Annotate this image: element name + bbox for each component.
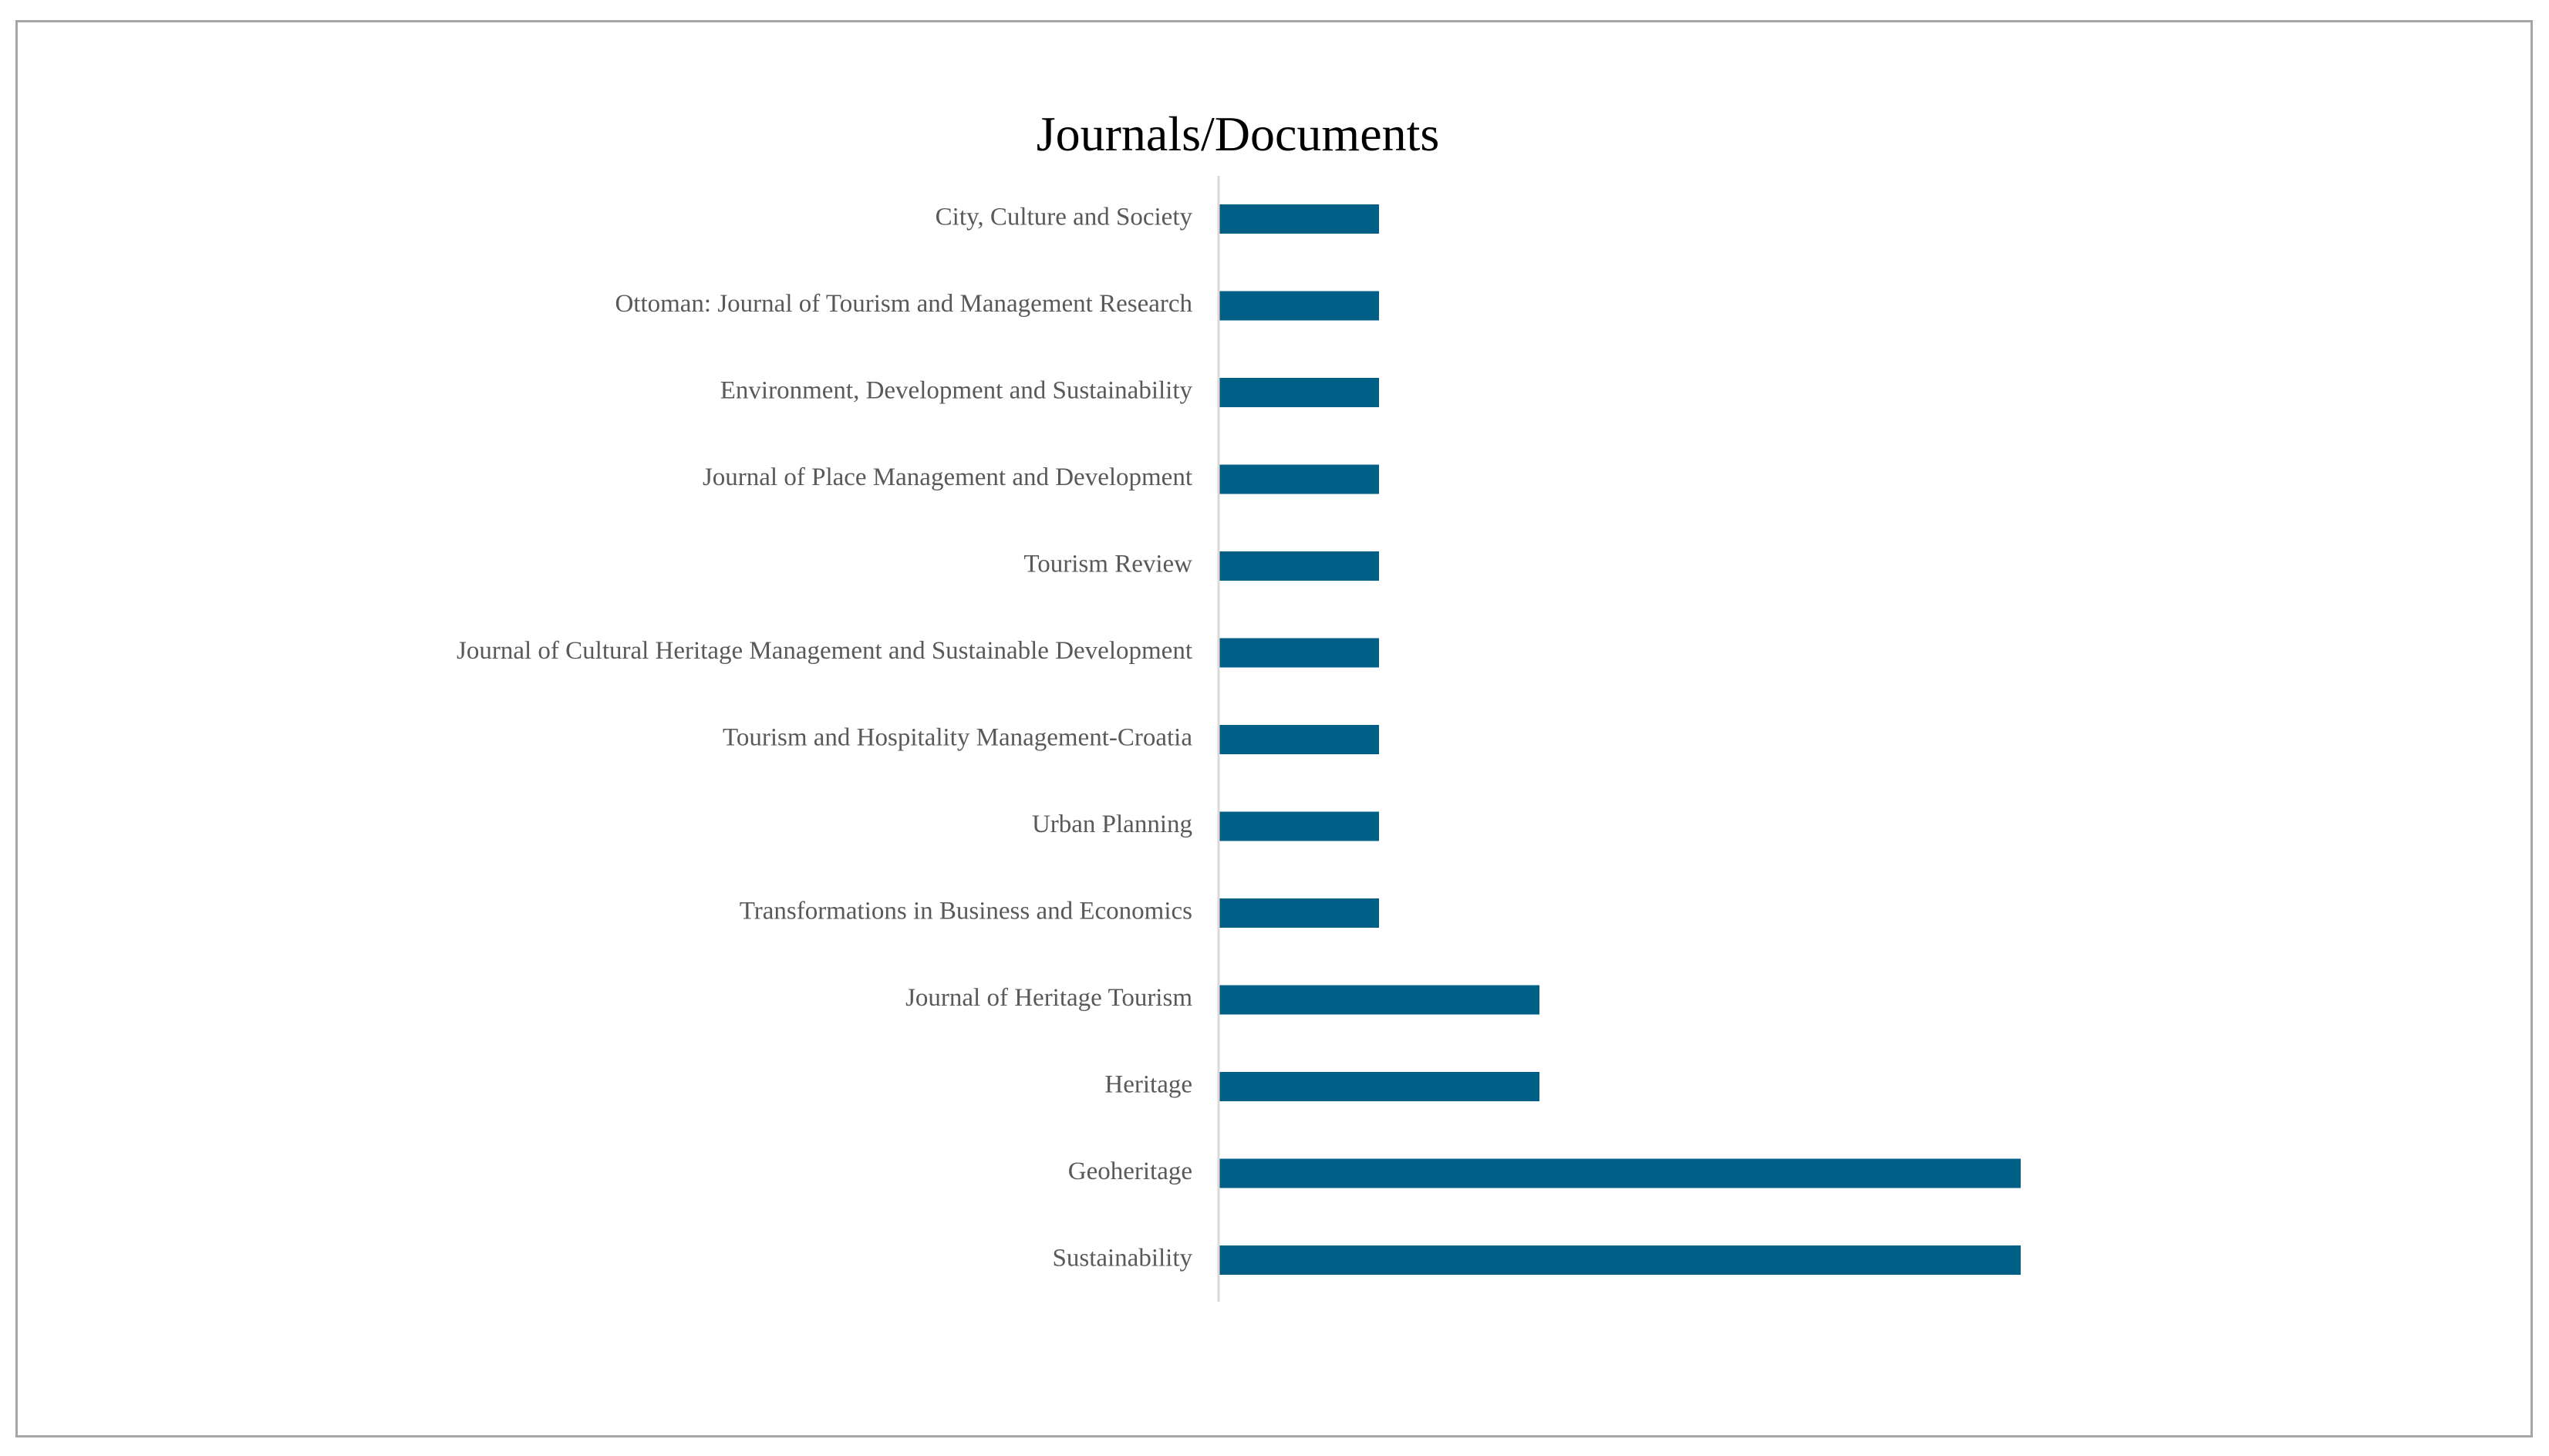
bar <box>1219 1072 1539 1101</box>
category-label: Environment, Development and Sustainabil… <box>720 377 1193 405</box>
bar <box>1219 1158 2021 1188</box>
category-label: Journal of Heritage Tourism <box>905 984 1192 1012</box>
bar <box>1219 898 1379 928</box>
category-label: City, Culture and Society <box>936 204 1193 231</box>
category-label: Ottoman: Journal of Tourism and Manageme… <box>615 290 1192 318</box>
category-label: Tourism Review <box>1023 551 1192 578</box>
chart-title: Journals/Documents <box>1036 106 1440 161</box>
bar <box>1219 464 1379 494</box>
bar <box>1219 638 1379 668</box>
bar <box>1219 378 1379 407</box>
bar <box>1219 291 1379 321</box>
category-label: Urban Planning <box>1032 811 1192 838</box>
bar <box>1219 1245 2021 1275</box>
bar <box>1219 811 1379 841</box>
category-label: Sustainability <box>1053 1245 1193 1272</box>
bar <box>1219 551 1379 581</box>
category-label: Heritage <box>1104 1071 1192 1099</box>
category-label: Journal of Cultural Heritage Management … <box>457 637 1192 665</box>
bar <box>1219 985 1539 1015</box>
bar <box>1219 725 1379 754</box>
category-label: Journal of Place Management and Developm… <box>703 463 1192 491</box>
bar <box>1219 204 1379 234</box>
category-label: Tourism and Hospitality Management-Croat… <box>723 724 1192 752</box>
category-label: Transformations in Business and Economic… <box>740 898 1192 925</box>
category-label: Geoheritage <box>1068 1158 1192 1185</box>
